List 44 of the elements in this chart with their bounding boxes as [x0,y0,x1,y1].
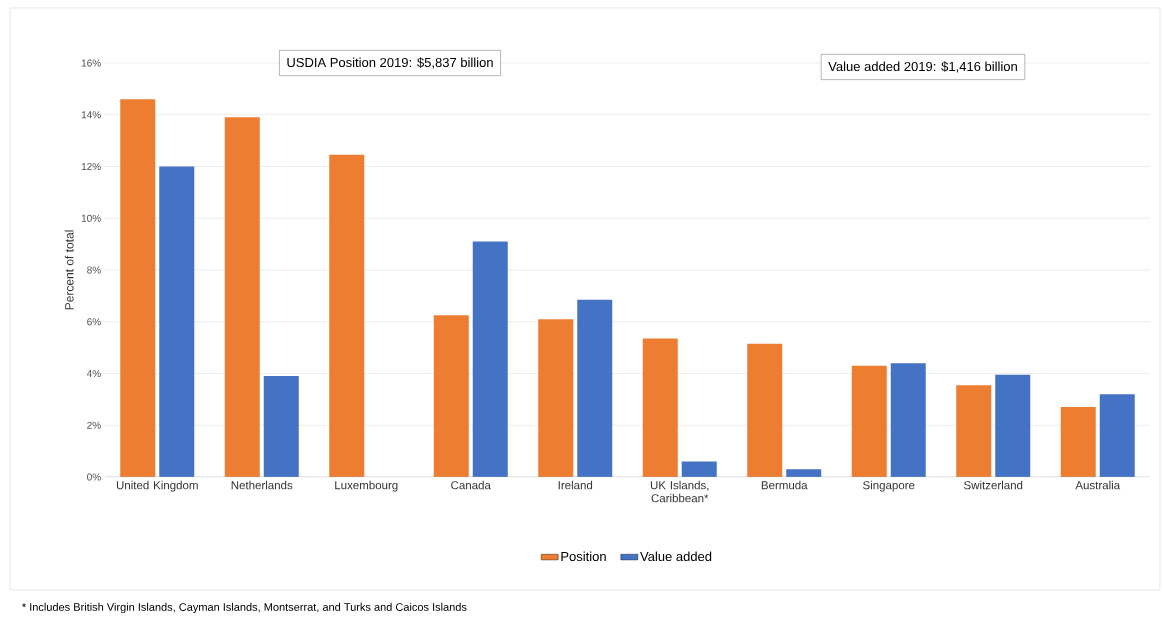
annotation: USDIA Position 2019: $5,837 billion [287,57,493,69]
bar [159,166,195,477]
bar [224,117,260,477]
text: * Includes British Virgin Islands, Cayman Islands, Montserrat, and Turks and Caicos Islands [22,602,467,614]
y-tick-label: 16% [81,59,101,67]
bar [890,363,926,477]
y-axis-title: Percent of total [64,230,74,310]
x-tick-label: Switzerland [964,480,1023,490]
bar [120,99,156,477]
legend-label: Value added [640,551,712,562]
y-tick-label: 6% [87,318,101,326]
x-tick-label: Ireland [558,480,593,490]
x-tick-label: Australia [1075,480,1121,490]
bar [577,299,613,477]
y-tick-label: 2% [87,421,101,429]
bar [538,319,574,477]
bar [956,385,992,477]
bar [472,241,508,477]
bar [642,338,678,477]
x-tick-label: Luxembourg [335,480,398,492]
x-tick-label: Netherlands [231,480,293,490]
y-tick-label: 0% [87,473,101,481]
bar [1099,394,1135,477]
bar [329,154,365,477]
bar [786,469,822,477]
y-tick-label: 4% [86,369,101,377]
legend-label: Position [561,551,606,562]
y-tick-label: 8% [87,266,101,274]
bar [851,365,887,477]
x-tick-label: Singapore [863,480,915,492]
y-tick-label: 10% [81,214,101,222]
x-tick-label: Bermuda [761,480,808,490]
y-tick-label: 12% [81,162,101,171]
bar [747,343,783,477]
x-tick-label: UK Islands, Caribbean* [650,480,709,503]
bar [681,461,717,477]
x-tick-label: Canada [451,480,491,490]
bar [263,376,299,477]
bar [995,374,1031,477]
bar [433,315,469,477]
annotation: Value added 2019: $1,416 billion [828,61,1017,73]
y-tick-label: 14% [81,111,101,119]
bar [1060,407,1096,477]
x-tick-label: United Kingdom [116,480,198,492]
